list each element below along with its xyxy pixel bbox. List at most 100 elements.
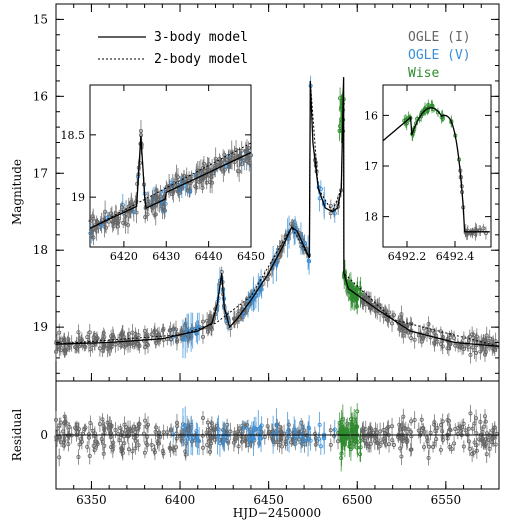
wise-residual [340,424,345,429]
axes: 6350 6400 6450 6500 6550 15 16 17 18 19 0 [33,4,500,507]
inset1-point [99,223,104,228]
ogle-i-residual [62,438,67,443]
ogle-i-residual [189,439,194,444]
inset2-point [481,226,486,231]
ogle-i-residual [240,439,245,444]
inset-x-tick-label: 6420 [110,250,138,263]
ogle-i-residual [54,417,59,422]
ogle-i-residual [90,428,95,433]
ogle-i-residual [266,429,271,434]
ogle-i-residual [468,411,473,416]
ogle-i-point [74,344,79,349]
ogle-v-point [241,312,246,317]
legend-wise: Wise [408,66,439,81]
ogle-i-residual [332,433,337,438]
ogle-i-point [440,344,445,349]
ogle-i-point [169,337,174,342]
dataset-legend: OGLE (I) OGLE (V) Wise [408,30,471,81]
x-tick-label: 6450 [253,493,284,507]
ogle-i-residual [432,422,437,427]
ogle-i-residual [487,446,492,451]
ogle-i-point [101,331,106,336]
inset-y-tick-label: 16 [364,109,378,122]
ogle-i-point [110,332,115,337]
inset1-point [146,199,151,204]
ogle-i-residual [459,428,464,433]
y-tick-label: 15 [33,12,48,26]
ogle-i-point [427,327,432,332]
inset1-point [210,180,215,185]
ogle-i-residual [145,442,150,447]
inset1-point [108,211,113,216]
ogle-i-point [111,334,116,339]
ogle-i-residual [170,446,175,451]
ogle-i-point [390,321,395,326]
ogle-i-residual [449,446,454,451]
ogle-i-residual [455,432,460,437]
ogle-i-residual [398,446,403,451]
inset1-point [150,195,155,200]
inset1-point [213,156,218,161]
inset1-point [183,183,188,188]
ogle-i-point [391,313,396,318]
ogle-i-point [64,347,69,352]
inset1-point [103,209,108,214]
ogle-i-residual [438,447,443,452]
ogle-i-point [160,328,165,333]
ogle-i-point [207,313,212,318]
wise-residual [339,451,344,456]
ogle-i-point [237,317,242,322]
ogle-i-residual [328,428,333,433]
ogle-i-residual [168,446,173,451]
ogle-i-residual [494,432,499,437]
wise-residual [350,428,355,433]
ogle-i-residual [400,435,405,440]
y-tick-label: 16 [33,89,48,103]
inset-y-tick-label: 17 [364,160,378,173]
ogle-i-residual [461,444,466,449]
ogle-i-residual [237,426,242,431]
ogle-v-residual [292,427,297,432]
ogle-i-residual [146,422,151,427]
ogle-i-residual [289,440,294,445]
ogle-i-residual [486,438,491,443]
ogle-i-point [142,328,147,333]
ogle-v-residual [246,427,251,432]
ogle-i-residual [67,425,72,430]
ogle-i-residual [428,430,433,435]
inset-y-tick-label: 18.5 [61,129,86,142]
ogle-i-residual [406,427,411,432]
ogle-v-point [307,259,312,264]
ogle-i-residual [145,424,150,429]
ogle-i-residual [232,437,237,442]
ogle-i-residual [154,425,159,430]
ogle-i-residual [134,433,139,438]
x-tick-label: 6400 [165,493,196,507]
ogle-i-residual [368,441,373,446]
ogle-i-residual [472,421,477,426]
model-3body-curve [55,77,500,348]
y-axis-label-residual: Residual [10,409,24,462]
ogle-v-point [180,336,185,341]
ogle-i-residual [142,450,147,455]
legend-2body-label: 2-body model [154,52,248,67]
ogle-i-residual [126,447,131,452]
model-legend: 3-body model 2-body model [98,30,248,67]
inset-y-tick-label: 19 [71,191,85,204]
ogle-i-residual [165,430,170,435]
inset1-plot: 6420 6430 6440 6450 18.5 19 [61,85,265,263]
ogle-v-residual [307,426,312,431]
inset-x-tick-label: 6430 [152,250,180,263]
ogle-i-residual [101,451,106,456]
ogle-i-residual [133,446,138,451]
ogle-i-point [478,349,483,354]
ogle-i-point [472,348,477,353]
ogle-i-residual [74,422,79,427]
ogle-i-point [120,332,125,337]
ogle-i-residual [169,428,174,433]
inset2-point [463,230,468,235]
ogle-i-residual [336,439,341,444]
ogle-i-point [460,345,465,350]
y-tick-label-resid: 0 [40,428,48,442]
ogle-i-residual [467,446,472,451]
